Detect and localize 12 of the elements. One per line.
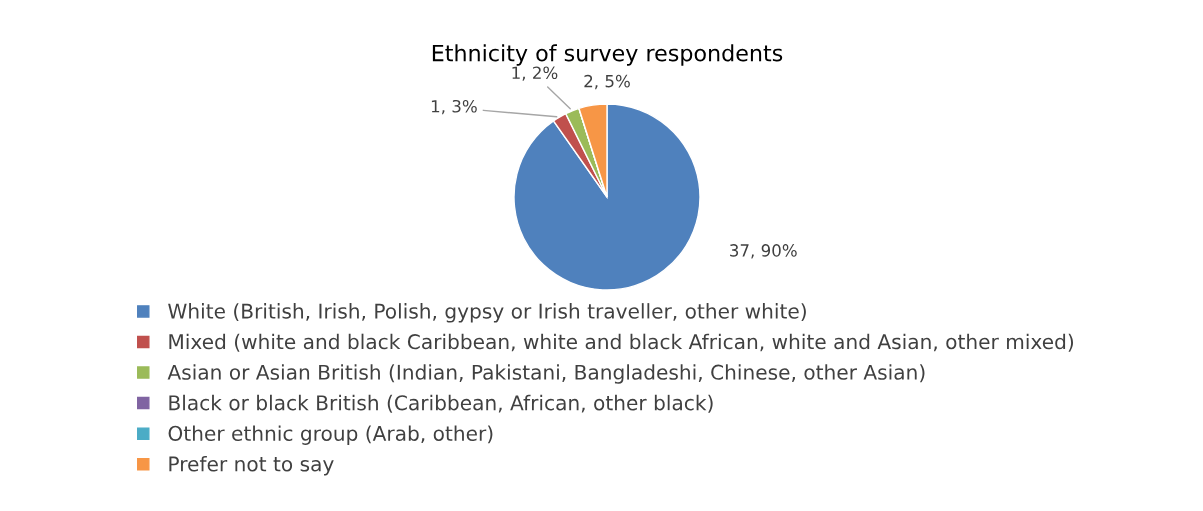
data-label: 1, 2% [512,66,558,81]
pie-slice [513,103,701,291]
legend-label: Other ethnic group (Arab, other) [168,425,493,445]
legend-label: Mixed (white and black Caribbean, white and black African, white and Asian, other mixed) [169,333,1074,352]
legend-label: White (British, Irish, Polish, gypsy or Irish traveller, other white) [168,303,806,323]
data-label: 37, 90% [730,244,797,259]
data-label: 2, 5% [584,74,630,90]
data-label: 1, 3% [431,99,477,115]
legend-label: Black or black British (Caribbean, African, other black) [169,394,713,413]
legend-label: Prefer not to say [169,455,334,476]
legend-label: Asian or Asian British (Indian, Pakistani, Bangladeshi, Chinese, other Asian) [167,364,925,384]
chart-title: Ethnicity of survey respondents [432,44,783,66]
